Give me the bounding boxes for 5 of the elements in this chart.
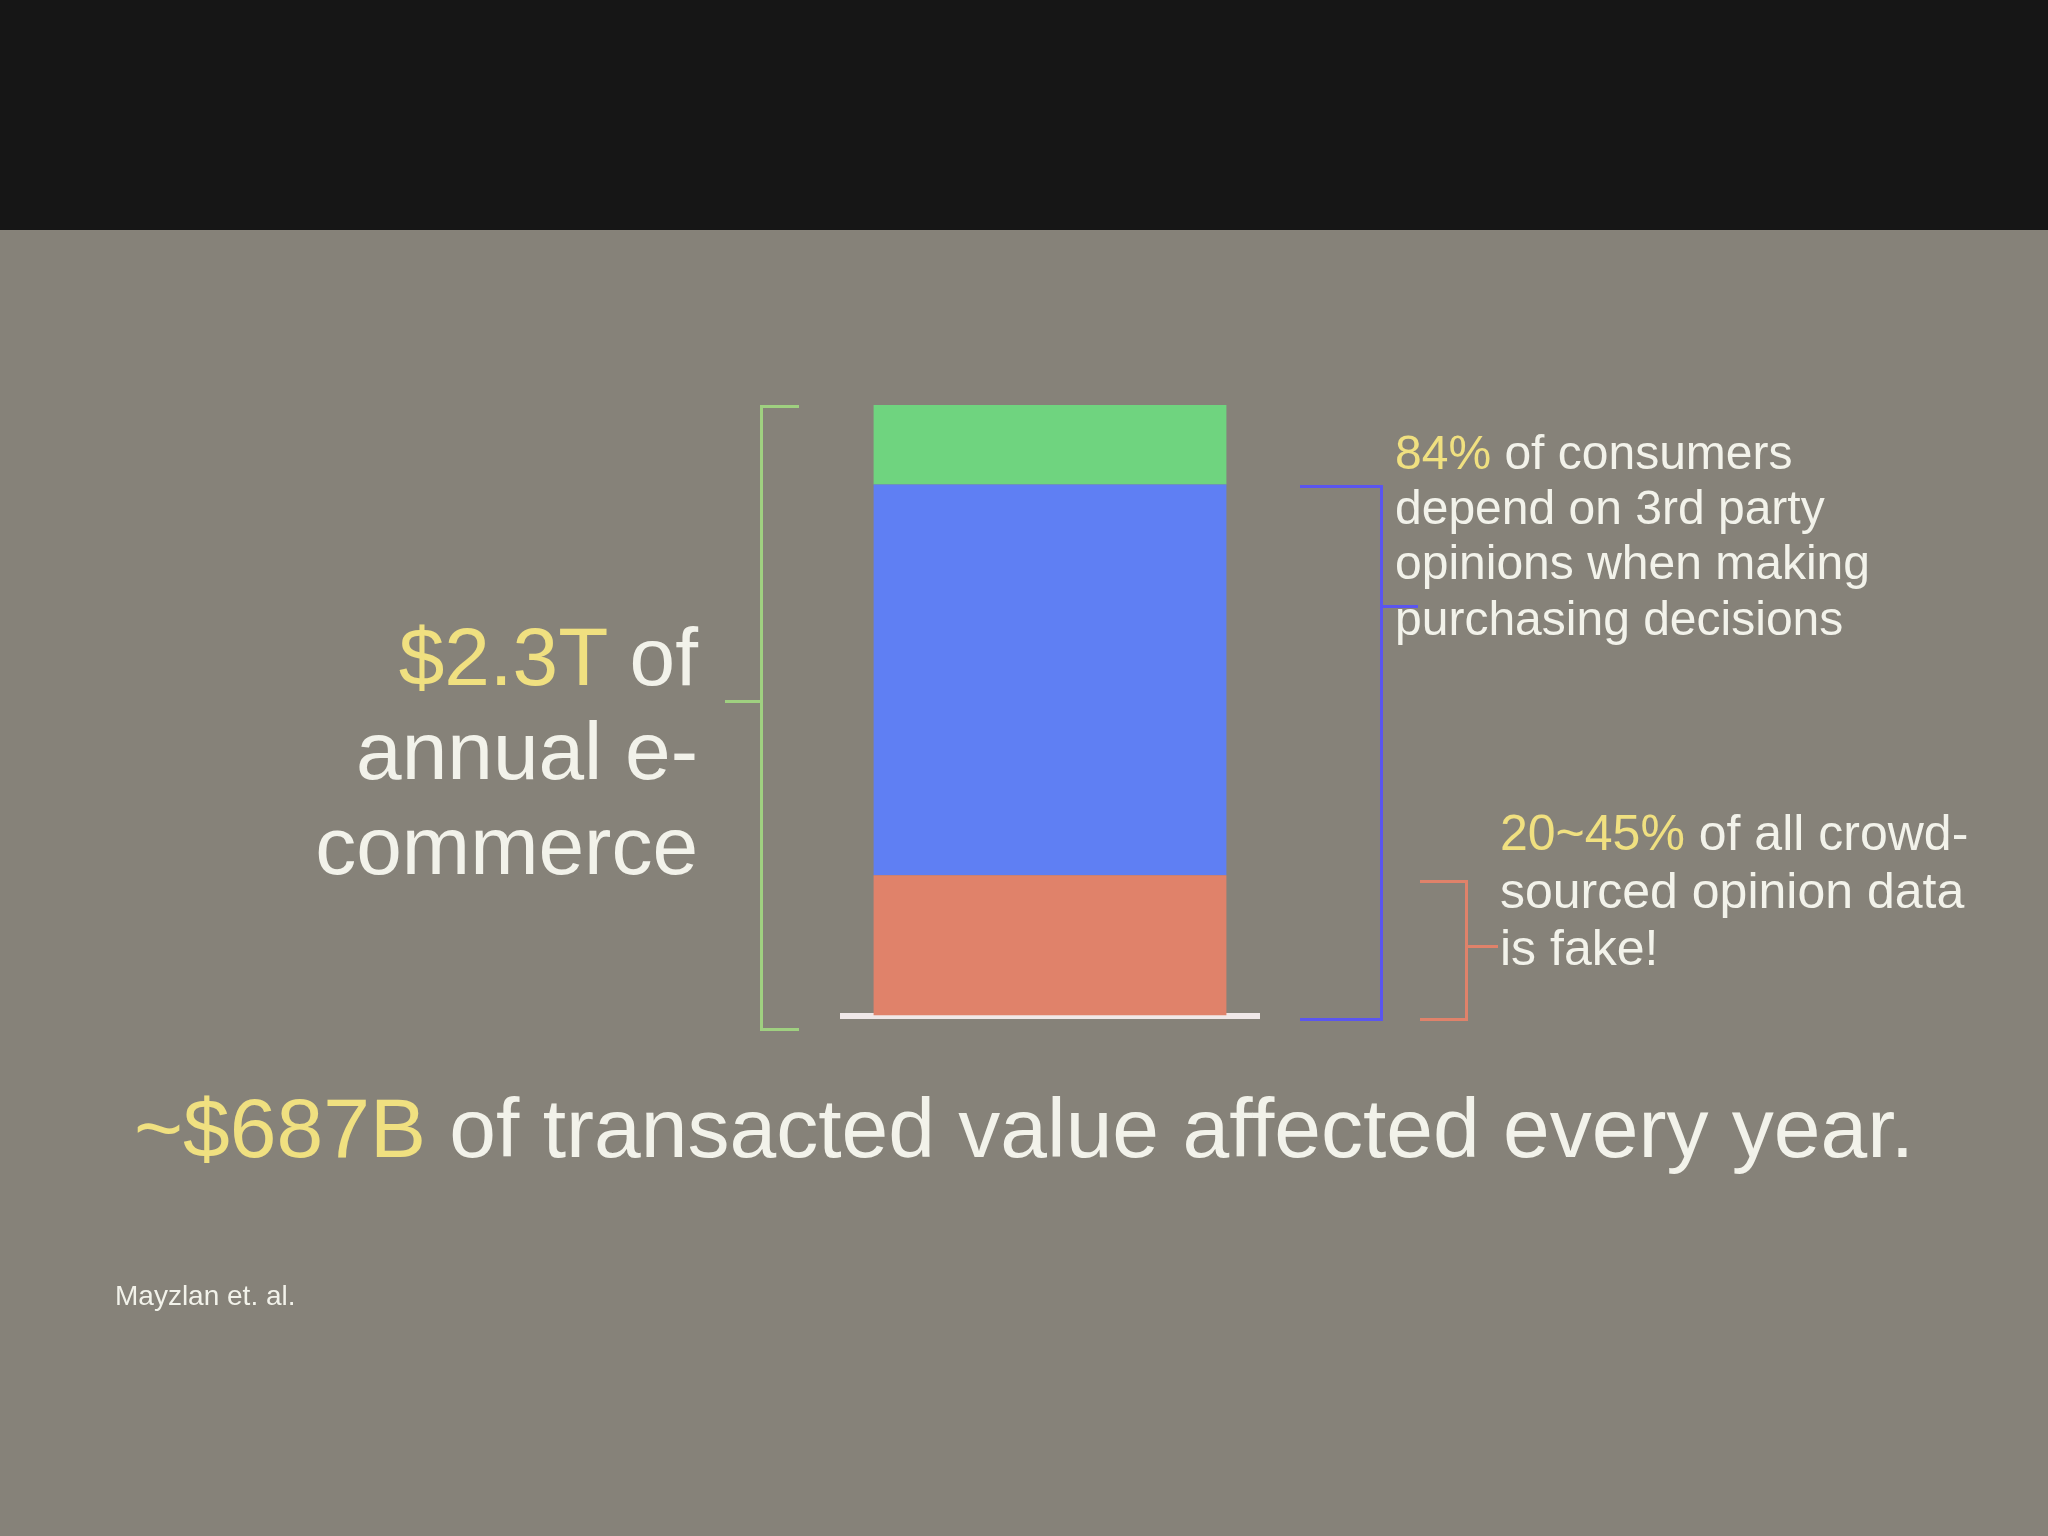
text: 84% of consumers depend on 3rd party opinions when making purchasing decisions — [1395, 425, 1871, 646]
text: $2.3T of annual e-commerce — [314, 610, 698, 893]
text: 20~45% of all crowd-sourced opinion data is fake! — [1500, 805, 1970, 978]
text: ~$687B of transacted value affected every year. — [133, 1080, 1915, 1177]
text: Mayzlan et. al. — [115, 1280, 296, 1313]
